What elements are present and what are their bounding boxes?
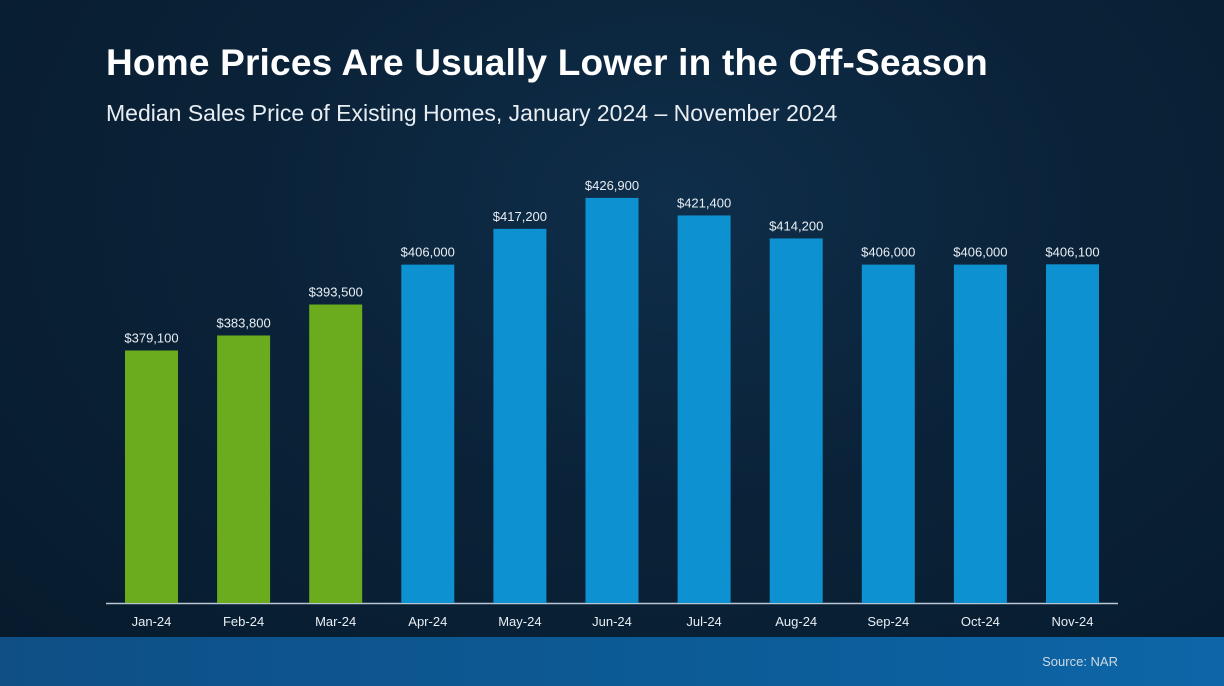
x-tick-label-mar-24: Mar-24 <box>315 614 356 629</box>
bar-mar-24 <box>309 304 363 603</box>
x-tick-label-nov-24: Nov-24 <box>1052 614 1094 629</box>
x-tick-label-jan-24: Jan-24 <box>132 614 172 629</box>
x-tick-label-feb-24: Feb-24 <box>223 614 264 629</box>
data-label-feb-24: $383,800 <box>216 315 270 330</box>
source-note: Source: NAR <box>1042 654 1118 669</box>
data-label-sep-24: $406,000 <box>861 245 915 260</box>
x-tick-label-aug-24: Aug-24 <box>775 614 817 629</box>
data-label-apr-24: $406,000 <box>401 245 455 260</box>
chart-title: Home Prices Are Usually Lower in the Off… <box>106 42 988 83</box>
x-tick-label-apr-24: Apr-24 <box>408 614 447 629</box>
data-label-nov-24: $406,100 <box>1045 244 1099 259</box>
data-label-jul-24: $421,400 <box>677 195 731 210</box>
footer-band <box>0 637 1224 686</box>
x-tick-label-jul-24: Jul-24 <box>686 614 721 629</box>
x-tick-label-jun-24: Jun-24 <box>592 614 632 629</box>
data-label-mar-24: $393,500 <box>309 285 363 300</box>
data-label-aug-24: $414,200 <box>769 218 823 233</box>
data-label-jan-24: $379,100 <box>124 330 178 345</box>
bar-oct-24 <box>953 264 1007 603</box>
bar-aug-24 <box>769 238 823 603</box>
bar-apr-24 <box>401 264 455 603</box>
data-label-may-24: $417,200 <box>493 209 547 224</box>
bar-sep-24 <box>861 264 915 603</box>
chart-subtitle: Median Sales Price of Existing Homes, Ja… <box>106 100 838 126</box>
bar-feb-24 <box>217 335 271 603</box>
data-label-jun-24: $426,900 <box>585 178 639 193</box>
bar-jan-24 <box>125 350 178 603</box>
x-tick-label-sep-24: Sep-24 <box>867 614 909 629</box>
x-tick-label-oct-24: Oct-24 <box>961 614 1000 629</box>
bar-may-24 <box>493 228 547 603</box>
x-tick-label-may-24: May-24 <box>498 614 541 629</box>
bar-jun-24 <box>585 197 639 603</box>
bar-jul-24 <box>677 215 731 603</box>
data-label-oct-24: $406,000 <box>953 245 1007 260</box>
bar-nov-24 <box>1046 264 1099 603</box>
